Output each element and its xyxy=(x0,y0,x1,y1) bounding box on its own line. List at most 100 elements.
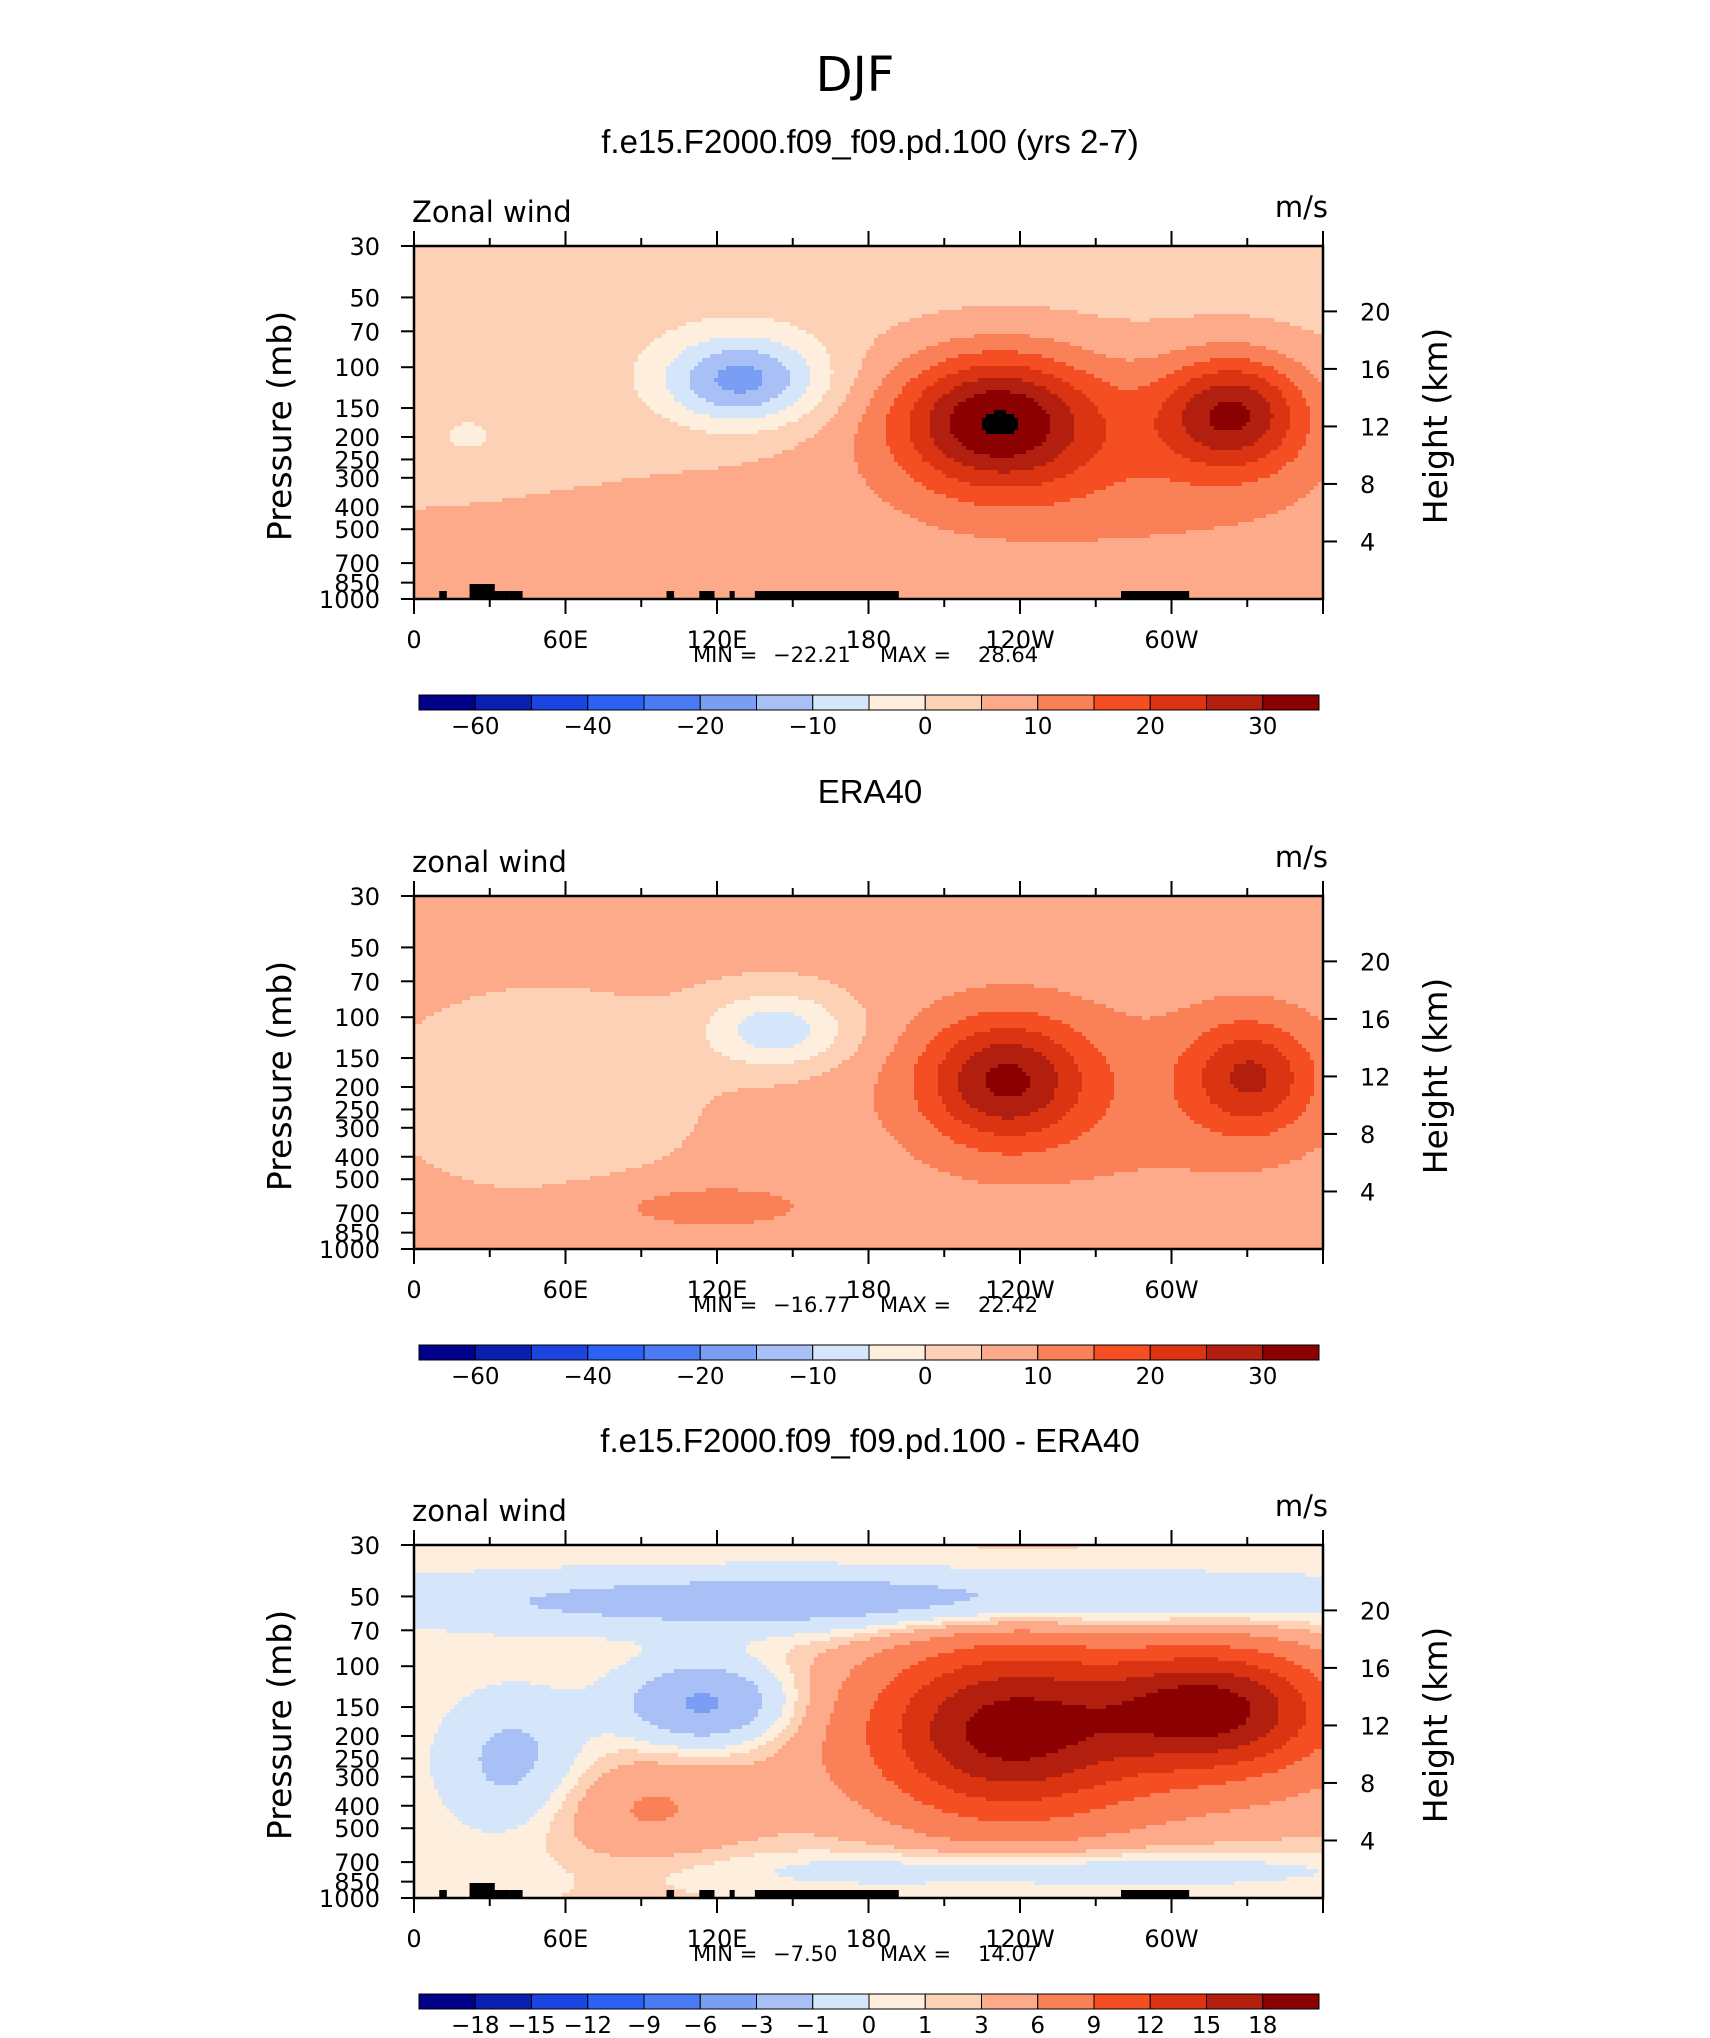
y-tick-label: 100 xyxy=(334,354,380,382)
y-right-tick-label: 16 xyxy=(1360,1006,1391,1034)
colorbar-swatch xyxy=(1150,1345,1206,1360)
units-label: m/s xyxy=(1275,840,1328,874)
x-tick-label: 0 xyxy=(406,626,421,654)
contour-field xyxy=(414,896,1327,1253)
colorbar-swatch xyxy=(1207,1994,1263,2009)
max-label: MAX = xyxy=(880,1293,951,1317)
min-value: −22.21 xyxy=(773,643,851,667)
colorbar-swatch xyxy=(644,1345,700,1360)
y-right-tick-label: 12 xyxy=(1360,1712,1391,1740)
y-axis-label: Pressure (mb) xyxy=(260,1610,299,1840)
colorbar-swatch xyxy=(925,1994,981,2009)
y-tick-label: 1000 xyxy=(319,1885,380,1913)
max-value: 14.07 xyxy=(978,1942,1038,1966)
left-string: zonal wind xyxy=(412,845,567,879)
colorbar-label: −40 xyxy=(563,714,612,740)
colorbar-swatch xyxy=(1263,1994,1319,2009)
y-tick-label: 50 xyxy=(349,284,380,312)
min-label: MIN = xyxy=(693,1293,757,1317)
colorbar-label: −10 xyxy=(788,1364,837,1390)
colorbar-swatch xyxy=(475,1345,531,1360)
colorbar-swatch xyxy=(1207,1345,1263,1360)
colorbar-label: 1 xyxy=(918,2013,933,2038)
y-right-tick-label: 12 xyxy=(1360,413,1391,441)
contour-field xyxy=(414,246,1327,603)
y-tick-label: 70 xyxy=(349,318,380,346)
colorbar-label: 30 xyxy=(1248,1364,1277,1390)
min-label: MIN = xyxy=(693,643,757,667)
panel-3: f.e15.F2000.f09_f09.pd.100 - ERA40zonal … xyxy=(260,1422,1455,2038)
colorbar-label: 15 xyxy=(1192,2013,1221,2038)
y-right-tick-label: 16 xyxy=(1360,1655,1391,1683)
min-value: −16.77 xyxy=(773,1293,851,1317)
colorbar-label: −6 xyxy=(683,2013,717,2038)
colorbar-swatch xyxy=(588,1345,644,1360)
colorbar-swatch xyxy=(982,695,1038,710)
colorbar-swatch xyxy=(1263,1345,1319,1360)
colorbar-label: −20 xyxy=(676,1364,725,1390)
y-tick-label: 1000 xyxy=(319,586,380,614)
y-tick-label: 300 xyxy=(334,465,380,493)
colorbar-swatch xyxy=(588,1994,644,2009)
colorbar-swatch xyxy=(1094,1345,1150,1360)
colorbar-label: 20 xyxy=(1136,714,1165,740)
y-tick-label: 100 xyxy=(334,1004,380,1032)
colorbar-label: −15 xyxy=(507,2013,556,2038)
y-right-tick-label: 4 xyxy=(1360,1827,1375,1855)
colorbar-swatch xyxy=(419,1345,475,1360)
colorbar-label: −60 xyxy=(451,714,500,740)
y-right-tick-label: 12 xyxy=(1360,1063,1391,1091)
colorbar: −18 −15 −12 −9 −6 −3 −1 0 1 3 6 9 12 15 18 xyxy=(419,1994,1319,2038)
colorbar-swatch xyxy=(1038,1345,1094,1360)
topography-peak xyxy=(470,1883,495,1898)
x-tick-label: 60E xyxy=(543,1925,589,1953)
y-right-tick-label: 4 xyxy=(1360,528,1375,556)
colorbar-swatch xyxy=(813,1994,869,2009)
y-right-tick-label: 20 xyxy=(1360,948,1391,976)
colorbar-swatch xyxy=(700,695,756,710)
y-tick-label: 150 xyxy=(334,395,380,423)
colorbar-swatch xyxy=(1263,695,1319,710)
colorbar-label: −18 xyxy=(451,2013,500,2038)
y-tick-label: 30 xyxy=(349,883,380,911)
y-tick-label: 500 xyxy=(334,1815,380,1843)
y-axis-label: Pressure (mb) xyxy=(260,961,299,1191)
colorbar-label: −9 xyxy=(627,2013,661,2038)
colorbar-label: 9 xyxy=(1087,2013,1102,2038)
colorbar-label: −3 xyxy=(740,2013,774,2038)
y-right-tick-label: 20 xyxy=(1360,298,1391,326)
y-right-tick-label: 20 xyxy=(1360,1597,1391,1625)
y-tick-label: 300 xyxy=(334,1115,380,1143)
colorbar-label: 10 xyxy=(1023,714,1052,740)
colorbar-swatch xyxy=(982,1994,1038,2009)
colorbar-label: −60 xyxy=(451,1364,500,1390)
colorbar-label: −12 xyxy=(563,2013,612,2038)
y-right-tick-label: 8 xyxy=(1360,1121,1375,1149)
colorbar-label: −1 xyxy=(796,2013,830,2038)
y-tick-label: 30 xyxy=(349,1532,380,1560)
y-right-axis-label: Height (km) xyxy=(1416,328,1455,525)
min-label: MIN = xyxy=(693,1942,757,1966)
x-tick-label: 60W xyxy=(1144,626,1198,654)
colorbar-label: −20 xyxy=(676,714,725,740)
topography-peak xyxy=(470,584,495,599)
x-tick-label: 60E xyxy=(543,1276,589,1304)
x-tick-label: 0 xyxy=(406,1276,421,1304)
y-tick-label: 500 xyxy=(334,1166,380,1194)
colorbar-label: 0 xyxy=(918,714,933,740)
y-right-tick-label: 8 xyxy=(1360,1770,1375,1798)
colorbar-swatch xyxy=(1150,1994,1206,2009)
colorbar-label: −10 xyxy=(788,714,837,740)
y-tick-label: 50 xyxy=(349,934,380,962)
y-tick-label: 300 xyxy=(334,1764,380,1792)
colorbar-swatch xyxy=(869,1994,925,2009)
colorbar-label: 20 xyxy=(1136,1364,1165,1390)
colorbar-swatch xyxy=(588,695,644,710)
colorbar-swatch xyxy=(644,1994,700,2009)
colorbar-swatch xyxy=(813,1345,869,1360)
colorbar-swatch xyxy=(982,1345,1038,1360)
colorbar: −60 −40 −20 −10 0 10 20 30 xyxy=(419,1345,1319,1390)
panels: f.e15.F2000.f09_f09.pd.100 (yrs 2-7)Zona… xyxy=(260,123,1455,2038)
colorbar-swatch xyxy=(1150,695,1206,710)
